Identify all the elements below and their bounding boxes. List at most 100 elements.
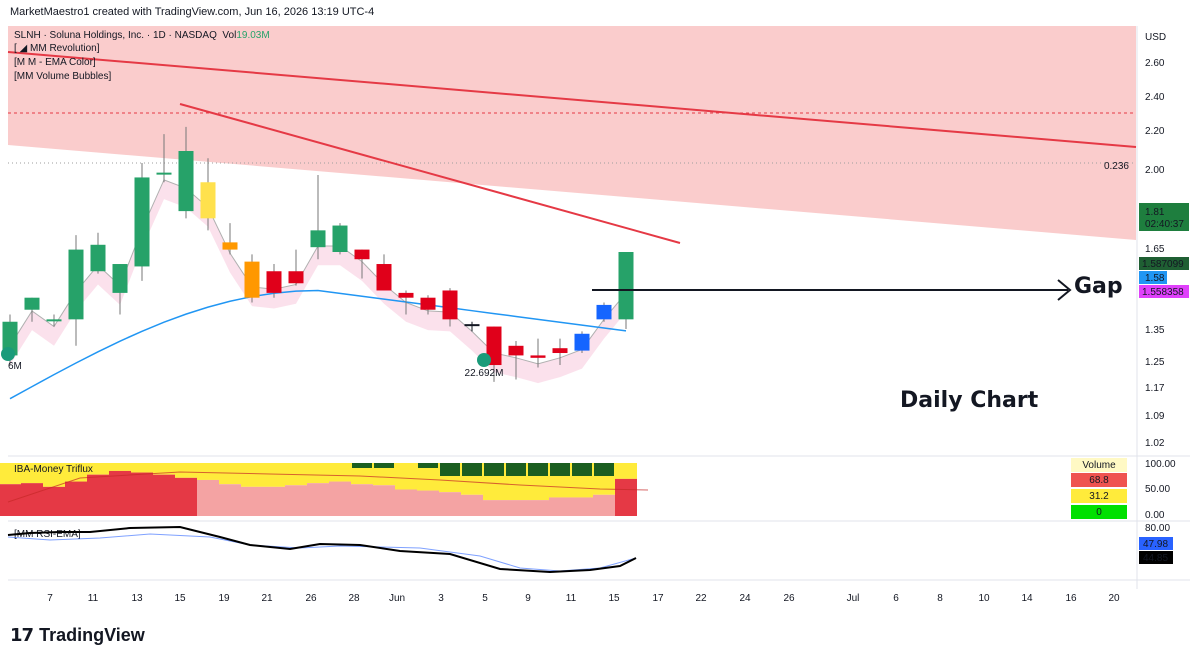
time-tick: 10 xyxy=(978,593,990,604)
ema1-badge xyxy=(1139,257,1189,270)
tradingview-logo-text: TradingView xyxy=(39,624,145,645)
money-table-red xyxy=(1071,473,1127,487)
money-bar-red xyxy=(373,485,395,516)
price-tick: 1.09 xyxy=(1145,411,1165,422)
ema1-value: 1.587099 xyxy=(1142,259,1184,270)
time-tick: Jun xyxy=(389,593,405,604)
candle-body xyxy=(574,333,590,351)
candle-body xyxy=(46,319,62,322)
money-bar-red xyxy=(395,489,417,516)
time-tick: 5 xyxy=(482,593,488,604)
left-volume-bubble xyxy=(1,347,15,361)
time-tick: 3 xyxy=(438,593,444,604)
money-bar-yellow xyxy=(87,463,109,475)
money-bar-red xyxy=(131,472,153,516)
candle-body xyxy=(200,182,216,219)
time-tick: 15 xyxy=(608,593,620,604)
chart-credit: MarketMaestro1 created with TradingView.… xyxy=(10,6,375,18)
indicator-1[interactable]: [ ◢ MM Revolution] xyxy=(14,43,100,54)
time-tick: 11 xyxy=(566,593,577,604)
time-axis[interactable]: 7 11 13 15 19 21 26 28 Jun 3 5 9 11 15 17 22 24 26 Jul 6 8 10… xyxy=(47,593,1120,604)
price-tick: 1.35 xyxy=(1145,325,1165,336)
money-bar-yellow xyxy=(131,463,153,473)
money-bar-green xyxy=(440,463,460,476)
money-table-green xyxy=(1071,505,1127,519)
candle-body xyxy=(508,345,524,356)
time-tick: 9 xyxy=(525,593,531,604)
time-tick: 19 xyxy=(218,593,230,604)
money-bar-red xyxy=(21,483,43,516)
resistance-zone xyxy=(8,26,1136,240)
time-tick: 15 xyxy=(174,593,186,604)
price-tick: 2.40 xyxy=(1145,92,1165,103)
price-tick: 1.25 xyxy=(1145,357,1165,368)
candle-body xyxy=(398,292,414,298)
ema-line xyxy=(9,289,627,400)
candle-body xyxy=(244,261,260,298)
tradingview-logo[interactable]: 17 TradingView xyxy=(10,624,145,646)
candle-body xyxy=(288,271,304,284)
money-bar-yellow xyxy=(307,463,329,484)
money-bar-red xyxy=(549,497,571,516)
time-tick: 7 xyxy=(47,593,53,604)
time-tick: 17 xyxy=(652,593,664,604)
time-tick: 26 xyxy=(783,593,795,604)
time-tick: 11 xyxy=(88,593,99,604)
ema-value-badge xyxy=(1139,551,1173,564)
money-bar-green xyxy=(528,463,548,476)
money-bar-green xyxy=(594,463,614,476)
candle-body xyxy=(376,264,392,291)
money-bar-red xyxy=(87,474,109,516)
candle-body xyxy=(442,290,458,320)
money-tick-50: 50.00 xyxy=(1145,484,1170,495)
indicator-3[interactable]: [MM Volume Bubbles] xyxy=(14,71,112,82)
ema2-badge xyxy=(1139,271,1167,284)
time-tick: 28 xyxy=(348,593,360,604)
time-tick: 20 xyxy=(1108,593,1120,604)
volume-bubble-label: 22.692M xyxy=(465,368,504,379)
gap-arrow-head xyxy=(1057,279,1072,301)
money-bar-red xyxy=(307,483,329,516)
ema-value: 44.85 xyxy=(1143,553,1168,564)
candle-body xyxy=(68,249,84,320)
candle-body xyxy=(354,249,370,260)
tradingview-logo-icon: 17 xyxy=(10,624,34,646)
money-bar-yellow xyxy=(175,463,197,478)
candle-body xyxy=(552,348,568,354)
candle-body xyxy=(24,297,40,310)
candle-body xyxy=(596,304,612,320)
money-table-green-value: 0 xyxy=(1096,507,1102,518)
money-bar-yellow xyxy=(615,463,637,479)
money-table-volume: Volume xyxy=(1082,460,1116,471)
time-tick: 14 xyxy=(1021,593,1033,604)
rsi-line xyxy=(7,525,637,574)
time-tick: Jul xyxy=(847,593,860,604)
money-bar-yellow xyxy=(395,463,417,490)
price-tick: 2.60 xyxy=(1145,58,1165,69)
money-bar-green xyxy=(506,463,526,476)
money-bar-red xyxy=(0,484,21,516)
price-axis[interactable]: 2.60 2.40 2.20 2.00 1.65 1.35 1.25 1.17 1.09 1.02 xyxy=(1145,58,1165,449)
money-bar-red xyxy=(109,470,131,516)
money-bar-yellow xyxy=(351,463,373,485)
money-bar-yellow xyxy=(153,463,175,475)
money-bar-yellow xyxy=(0,463,21,485)
candle-body xyxy=(222,242,238,250)
money-bar-red xyxy=(43,486,65,516)
price-tick: 2.00 xyxy=(1145,165,1165,176)
money-table: Volume 68.8 31.2 0 xyxy=(1071,458,1127,519)
money-bar-green xyxy=(352,463,372,468)
money-bar-yellow xyxy=(329,463,351,482)
money-bar-red xyxy=(351,484,373,516)
money-bar-red xyxy=(65,481,87,516)
candle-body xyxy=(332,225,348,252)
candle-body xyxy=(618,252,634,320)
ema2-value: 1.58 xyxy=(1145,273,1165,284)
indicator-2[interactable]: [M M - EMA Color] xyxy=(14,57,96,68)
money-bar-red xyxy=(615,478,637,516)
money-bar-red xyxy=(241,486,263,516)
time-tick: 24 xyxy=(739,593,751,604)
vol-label: Vol xyxy=(222,30,237,41)
money-bar-red xyxy=(197,479,219,516)
